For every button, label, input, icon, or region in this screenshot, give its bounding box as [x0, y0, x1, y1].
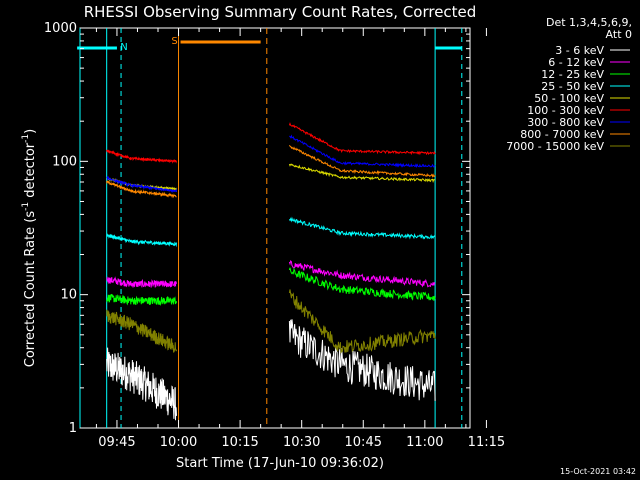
- x-axis-label: Start Time (17-Jun-10 09:36:02): [176, 456, 384, 471]
- series-line: [106, 309, 177, 353]
- legend-label: 25 - 50 keV: [541, 80, 604, 93]
- series-line: [289, 134, 436, 169]
- series-800-7000kev: [106, 144, 436, 199]
- y-axis-label-sup2: -1: [21, 134, 31, 143]
- series-line: [288, 289, 436, 354]
- series-25-50kev: [106, 216, 436, 248]
- series-line: [288, 163, 436, 183]
- series-line: [106, 276, 177, 288]
- legend-header-line2: Att 0: [606, 28, 632, 41]
- x-tick-label: 11:00: [406, 435, 443, 450]
- legend-label: 12 - 25 keV: [541, 68, 604, 81]
- y-tick-label: 100: [52, 154, 77, 169]
- x-tick-label: 10:15: [221, 435, 258, 450]
- series-line: [288, 122, 436, 156]
- legend-label: 50 - 100 keV: [534, 92, 604, 105]
- y-axis-label-end: ): [23, 129, 38, 134]
- x-tick-label: 10:45: [345, 435, 382, 450]
- chart-title: RHESSI Observing Summary Count Rates, Co…: [84, 3, 477, 21]
- y-axis-label-sup1: -1: [21, 202, 31, 211]
- series-group: [106, 122, 436, 421]
- x-axis-ticks: 09:45 10:00 10:15 10:30 10:45 11:00 11:15: [95, 28, 505, 450]
- series-6-12kev: [106, 260, 436, 288]
- series-12-25kev: [106, 267, 436, 307]
- series-line: [106, 347, 177, 421]
- night-flag-label: N: [120, 42, 127, 53]
- x-tick-label: 11:15: [468, 435, 505, 450]
- series-line: [106, 180, 177, 199]
- legend-label: 100 - 300 keV: [527, 104, 604, 117]
- series-line: [106, 293, 177, 307]
- legend-label: 800 - 7000 keV: [520, 128, 604, 141]
- legend-header-line1: Det 1,3,4,5,6,9,: [546, 16, 632, 29]
- y-tick-label: 1: [69, 421, 77, 436]
- x-tick-label: 10:30: [283, 435, 320, 450]
- legend-label: 300 - 800 keV: [527, 116, 604, 129]
- series-line: [288, 216, 436, 240]
- legend-label: 3 - 6 keV: [555, 44, 604, 57]
- series-line: [106, 149, 177, 164]
- series-line: [106, 175, 177, 194]
- series-50-100kev: [106, 163, 436, 192]
- y-axis-label-main: Corrected Count Rate (s: [23, 211, 38, 368]
- series-line: [288, 267, 436, 301]
- y-tick-label: 10: [60, 288, 77, 303]
- series-100-300kev: [106, 122, 436, 164]
- series-300-800kev: [106, 134, 436, 194]
- series-3-6kev: [106, 319, 436, 421]
- series-7000-15000kev: [106, 289, 436, 354]
- y-axis-label-mid: detector: [23, 142, 38, 202]
- saa-flag-label: S: [171, 36, 177, 47]
- series-line: [288, 319, 436, 401]
- y-axis-label: Corrected Count Rate (s-1 detector-1): [21, 129, 38, 367]
- y-tick-label: 1000: [44, 21, 77, 36]
- legend-label: 6 - 12 keV: [548, 56, 604, 69]
- series-line: [106, 233, 177, 248]
- x-tick-label: 10:00: [160, 435, 197, 450]
- x-tick-label: 09:45: [98, 435, 135, 450]
- legend-label: 7000 - 15000 keV: [506, 140, 604, 153]
- series-line: [288, 144, 436, 178]
- series-line: [288, 260, 436, 288]
- footer-timestamp: 15-Oct-2021 03:42: [560, 467, 636, 476]
- y-axis-ticks: 1 10 100 1000: [44, 21, 470, 436]
